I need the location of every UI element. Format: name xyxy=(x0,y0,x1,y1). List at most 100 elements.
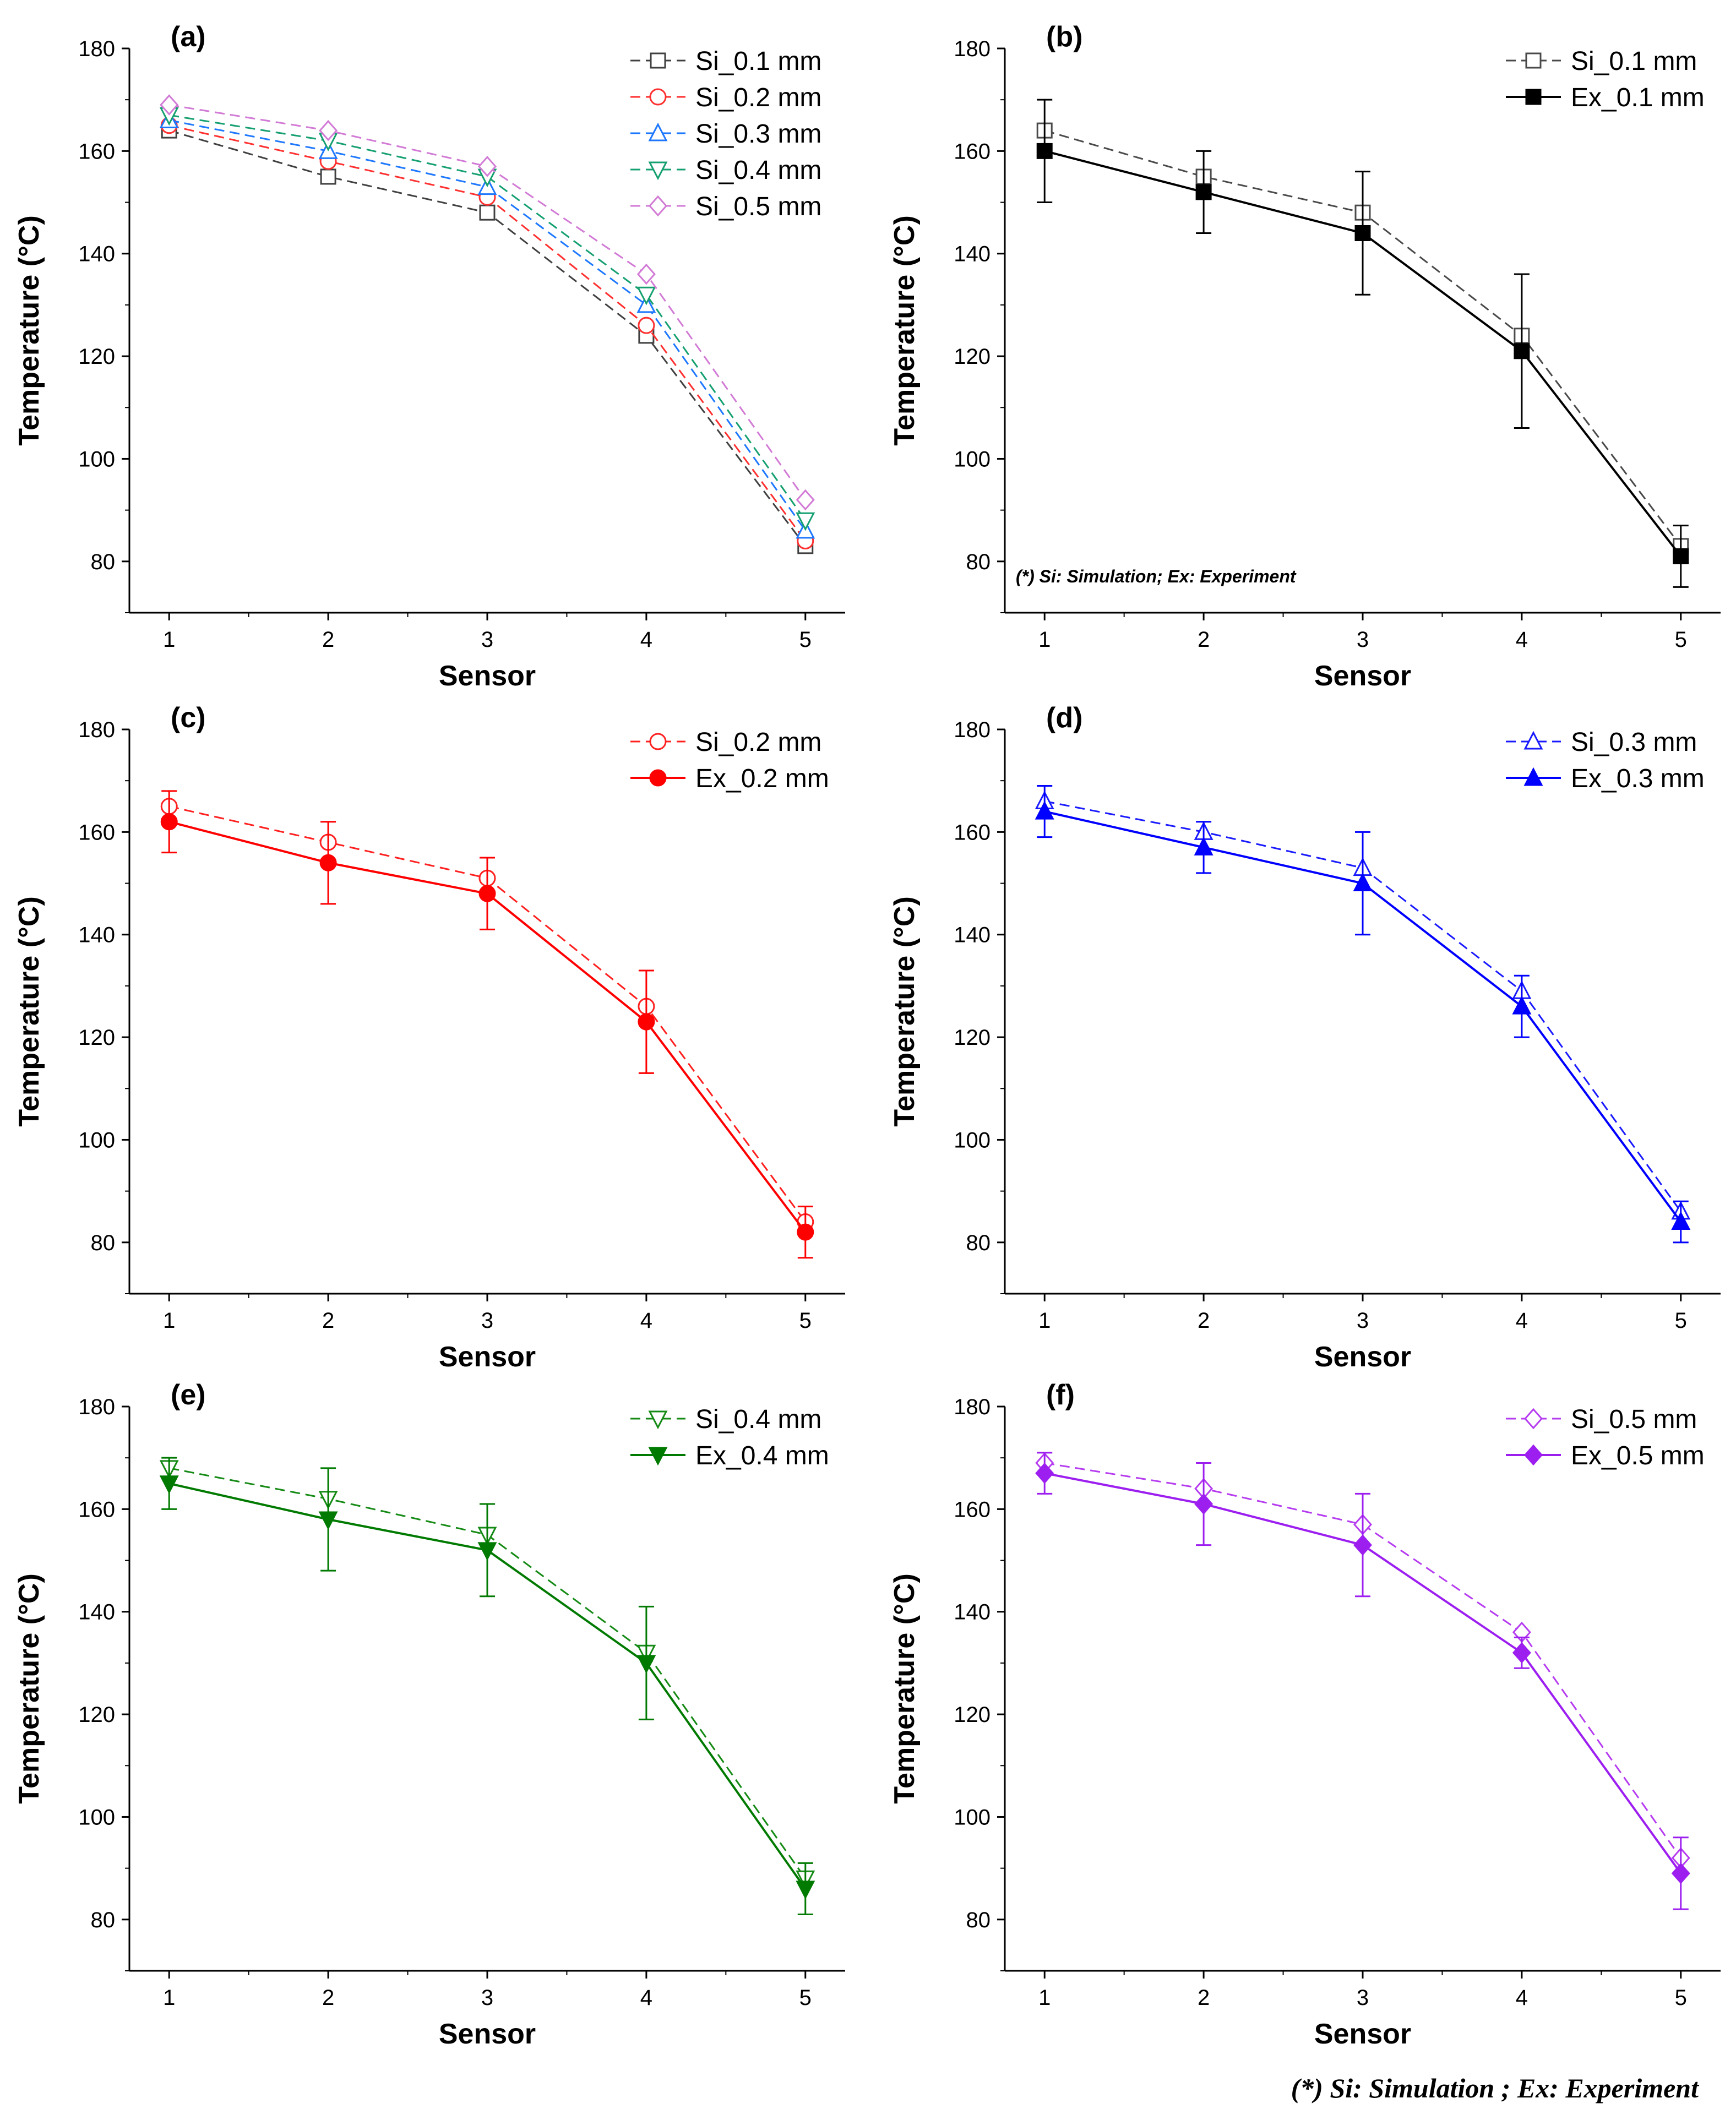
data-point xyxy=(1194,837,1213,855)
x-tick-label: 3 xyxy=(481,1986,493,2010)
y-tick-label: 160 xyxy=(954,139,991,164)
panel-label: (f) xyxy=(1046,1379,1075,1411)
data-point xyxy=(159,1475,179,1495)
data-point xyxy=(796,489,815,511)
legend-item: Ex_0.3 mm xyxy=(1506,764,1705,793)
data-point xyxy=(636,1655,656,1674)
legend-item: Ex_0.1 mm xyxy=(1506,83,1705,112)
legend-item: Si_0.3 mm xyxy=(1506,728,1697,757)
y-tick-label: 140 xyxy=(954,1600,991,1625)
x-tick-label: 5 xyxy=(1675,1309,1687,1333)
x-tick-label: 5 xyxy=(1675,628,1687,652)
y-axis-title: Temperature (°C) xyxy=(889,896,921,1127)
y-tick-label: 180 xyxy=(78,718,115,742)
panel-label: (c) xyxy=(171,702,206,734)
legend-item: Si_0.5 mm xyxy=(1506,1405,1697,1434)
data-point xyxy=(1195,184,1212,200)
data-point xyxy=(477,1542,497,1561)
y-tick-label: 180 xyxy=(954,1395,991,1419)
legend-swatch-marker xyxy=(648,1447,668,1466)
y-tick-label: 180 xyxy=(78,1395,115,1419)
chart-panel-f: 80 100 120 140 160 180 1 2 3 4 5 Sensor Temperature … xyxy=(889,1379,1721,2050)
series-ex-0-3-mm xyxy=(1035,785,1691,1244)
panel-label: (e) xyxy=(171,1379,206,1411)
x-tick-label: 5 xyxy=(799,1309,812,1333)
chart-panel-e: 80 100 120 140 160 180 1 2 3 4 5 Sensor Temperature … xyxy=(13,1379,845,2050)
x-tick-label: 4 xyxy=(640,628,652,652)
legend-swatch-marker xyxy=(648,195,668,217)
legend-swatch-marker xyxy=(648,122,668,141)
legend-item: Si_0.1 mm xyxy=(630,47,821,76)
y-tick-label: 140 xyxy=(78,242,115,266)
legend-label: Ex_0.4 mm xyxy=(695,1441,829,1470)
y-tick-label: 120 xyxy=(954,345,991,369)
x-axis-title: Sensor xyxy=(1314,660,1411,692)
legend-swatch-marker xyxy=(1523,767,1543,786)
legend-swatch-marker xyxy=(648,161,668,181)
y-tick-label: 180 xyxy=(78,37,115,61)
legend-label: Si_0.3 mm xyxy=(695,119,821,149)
legend-label: Si_0.1 mm xyxy=(695,47,821,76)
y-tick-label: 140 xyxy=(78,1600,115,1625)
y-axis-title: Temperature (°C) xyxy=(13,215,45,446)
y-axis-title: Temperature (°C) xyxy=(13,1573,45,1804)
x-tick-label: 2 xyxy=(322,628,334,652)
y-tick-label: 160 xyxy=(954,1497,991,1522)
data-point xyxy=(636,286,656,306)
y-tick-label: 120 xyxy=(954,1703,991,1727)
legend-label: Si_0.5 mm xyxy=(1571,1405,1697,1434)
legend-label: Ex_0.1 mm xyxy=(1571,83,1705,112)
legend-swatch-marker xyxy=(650,52,666,69)
data-point xyxy=(320,168,336,185)
x-tick-label: 3 xyxy=(1357,628,1369,652)
legend-label: Si_0.2 mm xyxy=(695,83,821,112)
x-axis-title: Sensor xyxy=(439,660,536,692)
x-tick-label: 1 xyxy=(1038,628,1051,652)
data-point xyxy=(797,1223,814,1241)
legend-swatch-marker xyxy=(1523,1444,1543,1466)
data-point xyxy=(1353,873,1373,892)
data-point xyxy=(796,512,815,531)
legend-swatch-marker xyxy=(648,1410,668,1430)
x-tick-label: 2 xyxy=(1198,628,1210,652)
series-si-0-5-mm xyxy=(160,94,815,511)
data-point xyxy=(160,813,178,831)
data-point xyxy=(638,317,655,334)
data-point xyxy=(638,1013,655,1031)
x-tick-label: 1 xyxy=(163,628,175,652)
data-point xyxy=(160,94,179,116)
data-point xyxy=(1671,1211,1691,1230)
x-tick-label: 2 xyxy=(322,1309,334,1333)
x-tick-label: 3 xyxy=(1357,1986,1369,2010)
x-tick-label: 5 xyxy=(1675,1986,1687,2010)
legend-label: Ex_0.3 mm xyxy=(1571,764,1705,793)
y-tick-label: 140 xyxy=(954,923,991,947)
x-axis-title: Sensor xyxy=(439,1341,536,1373)
legend-item: Si_0.4 mm xyxy=(630,1405,821,1434)
legend-swatch-marker xyxy=(649,769,667,787)
legend-item: Si_0.4 mm xyxy=(630,156,821,185)
y-tick-label: 100 xyxy=(954,1805,991,1829)
y-tick-label: 140 xyxy=(78,923,115,947)
series-ex-0-5-mm xyxy=(1035,1452,1690,1910)
series-ex-0-1-mm xyxy=(1036,99,1689,588)
data-point xyxy=(318,1511,338,1530)
y-tick-label: 160 xyxy=(78,820,115,844)
y-tick-label: 80 xyxy=(966,1231,991,1255)
legend-swatch-marker xyxy=(649,733,667,750)
y-tick-label: 100 xyxy=(78,1128,115,1152)
x-axis-title: Sensor xyxy=(439,2018,536,2050)
y-tick-label: 160 xyxy=(954,820,991,844)
series-ex-0-2-mm xyxy=(160,790,814,1259)
panel-label: (b) xyxy=(1046,21,1082,53)
y-tick-label: 80 xyxy=(91,550,116,574)
chart-panel-c: 80 100 120 140 160 180 1 2 3 4 5 Sensor Temperature … xyxy=(13,702,845,1373)
x-tick-label: 2 xyxy=(1198,1309,1210,1333)
data-point xyxy=(1194,1493,1213,1515)
x-tick-label: 2 xyxy=(322,1986,334,2010)
data-point xyxy=(1035,1462,1054,1484)
y-tick-label: 100 xyxy=(78,447,115,471)
panel-label: (d) xyxy=(1046,702,1082,734)
x-axis-title: Sensor xyxy=(1314,2018,1411,2050)
data-point xyxy=(1514,343,1530,359)
